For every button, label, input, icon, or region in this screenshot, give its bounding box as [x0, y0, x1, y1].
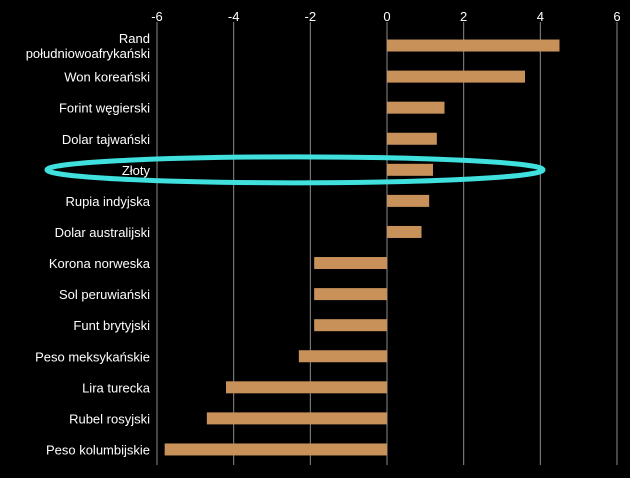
category-label-line: Lira turecka [82, 380, 151, 395]
x-tick-label: 4 [537, 9, 544, 24]
bar [298, 350, 387, 363]
category-label: Rupia indyjska [65, 194, 150, 209]
x-tick-label: -6 [151, 9, 163, 24]
bar [387, 194, 430, 207]
category-label: Sol peruwiański [59, 287, 150, 302]
bar [387, 225, 422, 238]
bar [314, 288, 387, 301]
category-label: Funt brytyjski [73, 318, 150, 333]
x-tick-label: 0 [383, 9, 390, 24]
x-tick-label: 6 [613, 9, 620, 24]
category-label-line: Złoty [122, 163, 151, 178]
category-label: Forint węgierski [59, 101, 150, 116]
category-label-line: Dolar tajwański [62, 132, 150, 147]
highlight-ellipse [44, 154, 546, 186]
category-label-line: Dolar australijski [55, 225, 150, 240]
bar [387, 163, 433, 176]
bar [387, 70, 525, 83]
category-label-line: Rubel rosyjski [69, 411, 150, 426]
bar [226, 381, 387, 394]
category-label: Peso kolumbijskie [46, 442, 150, 457]
x-tick-label: 2 [460, 9, 467, 24]
bar [314, 319, 387, 332]
x-tick-label: -2 [305, 9, 317, 24]
category-label-line: Forint węgierski [59, 101, 150, 116]
category-label-line: południowoafrykański [26, 46, 150, 61]
category-label-line: Korona norweska [49, 256, 151, 271]
highlight-ellipse-layer [44, 154, 546, 186]
category-label: Dolar australijski [55, 225, 150, 240]
category-label-line: Sol peruwiański [59, 287, 150, 302]
category-label-line: Rupia indyjska [65, 194, 150, 209]
bar [206, 412, 387, 425]
category-labels: Rand południowoafrykański Won koreański For… [26, 31, 151, 457]
category-label: Won koreański [64, 70, 150, 85]
bar [387, 101, 445, 114]
x-tick-labels: -6 -4 -2 0 2 4 6 [151, 9, 620, 24]
bars [164, 39, 560, 456]
bar [164, 443, 387, 456]
bar [387, 39, 560, 52]
category-label-line: Rand [119, 31, 150, 46]
category-label: Rubel rosyjski [69, 411, 150, 426]
category-label-line: Won koreański [64, 70, 150, 85]
category-label: Dolar tajwański [62, 132, 150, 147]
bar [387, 132, 437, 145]
category-label: Lira turecka [82, 380, 151, 395]
category-label: Korona norweska [49, 256, 151, 271]
category-label: Rand południowoafrykański [26, 31, 150, 61]
gridlines [156, 22, 618, 465]
category-label: Peso meksykańskie [35, 349, 150, 364]
category-label: Złoty [122, 163, 151, 178]
category-label-line: Funt brytyjski [73, 318, 150, 333]
bar [314, 257, 387, 270]
category-label-line: Peso kolumbijskie [46, 442, 150, 457]
x-tick-label: -4 [228, 9, 240, 24]
category-label-line: Peso meksykańskie [35, 349, 150, 364]
